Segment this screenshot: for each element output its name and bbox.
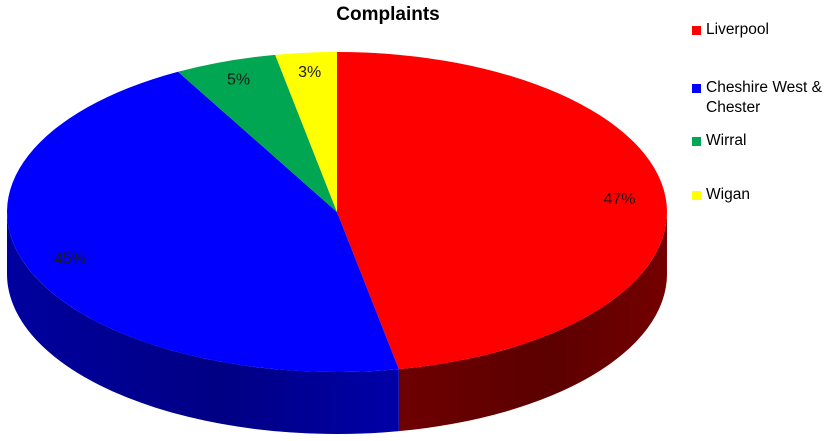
data-label-cheshire-west-chester: 45%	[54, 251, 86, 268]
data-label-wigan: 3%	[298, 64, 321, 81]
legend-swatch	[692, 84, 701, 93]
chart-title: Complaints	[336, 4, 440, 25]
pie-slice-liverpool	[337, 52, 667, 370]
data-label-wirral: 5%	[227, 72, 250, 89]
pie-side-shading-liverpool	[398, 212, 667, 432]
pie-data-labels: 47% 45% 5% 3%	[54, 64, 636, 268]
legend-swatch	[692, 137, 701, 146]
legend-swatch	[692, 191, 701, 200]
pie-side-shading-cheshire-west-chester	[7, 212, 399, 434]
pie-slice-wirral	[178, 54, 337, 212]
pie-side-walls	[7, 212, 667, 434]
legend-item-cheshire-west-chester: Cheshire West & Chester	[692, 78, 832, 118]
legend-label: Wigan	[706, 186, 750, 203]
pie-slice-wigan	[275, 52, 337, 212]
legend-label: Wirral	[706, 132, 747, 149]
legend-item-liverpool: Liverpool	[692, 20, 832, 40]
legend-item-wirral: Wirral	[692, 131, 832, 151]
legend-label: Liverpool	[706, 21, 769, 38]
legend-swatch	[692, 26, 701, 35]
legend-item-wigan: Wigan	[692, 185, 832, 205]
pie-top-faces	[6, 52, 667, 373]
pie-slice-cheshire-west-chester	[6, 71, 399, 373]
data-label-liverpool: 47%	[603, 191, 635, 208]
legend-label: Cheshire West & Chester	[706, 79, 823, 116]
